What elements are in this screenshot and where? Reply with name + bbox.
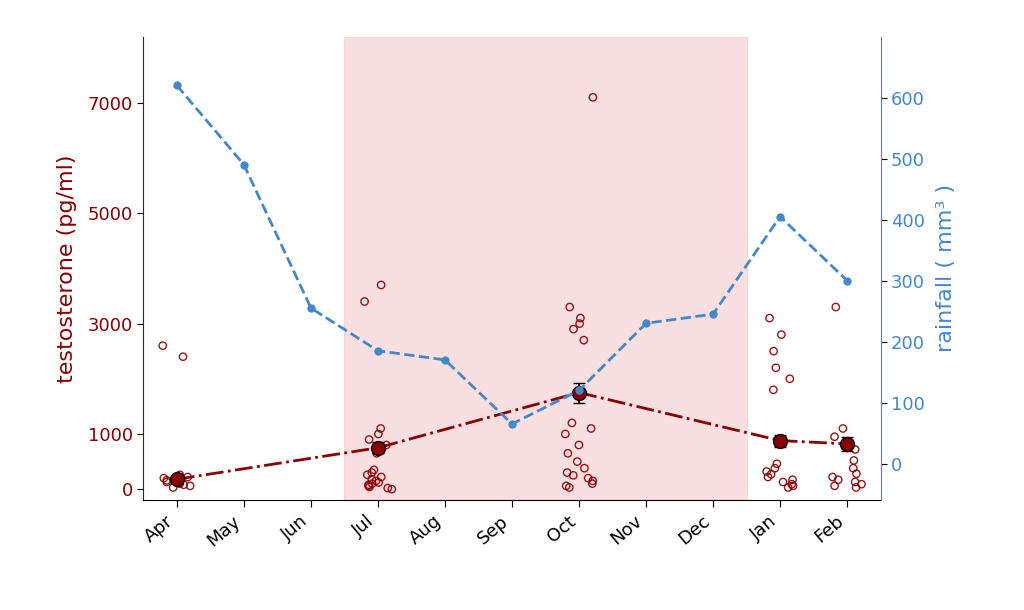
Point bbox=[373, 423, 389, 433]
Point bbox=[360, 434, 377, 444]
Point bbox=[371, 478, 387, 487]
Bar bbox=[344, 37, 746, 500]
Point bbox=[847, 477, 863, 487]
Point bbox=[824, 472, 841, 482]
Point bbox=[775, 477, 792, 487]
Point bbox=[845, 464, 861, 473]
Point bbox=[767, 464, 783, 473]
Point bbox=[577, 464, 593, 473]
Point bbox=[761, 313, 777, 323]
Point bbox=[830, 475, 847, 485]
Point bbox=[826, 481, 843, 490]
Point bbox=[175, 480, 191, 490]
Point bbox=[847, 445, 863, 454]
Y-axis label: testosterone (pg/ml): testosterone (pg/ml) bbox=[56, 154, 77, 382]
Point bbox=[561, 302, 578, 312]
Point bbox=[583, 423, 599, 433]
Point bbox=[179, 472, 196, 482]
Point bbox=[580, 473, 596, 483]
Point bbox=[571, 318, 588, 328]
Point bbox=[569, 457, 586, 467]
Point bbox=[559, 468, 575, 478]
Point bbox=[165, 483, 181, 492]
Point bbox=[361, 482, 378, 492]
Point bbox=[584, 479, 600, 489]
Point bbox=[373, 280, 389, 290]
Point bbox=[360, 480, 377, 490]
Point bbox=[172, 470, 188, 479]
Point bbox=[585, 476, 601, 486]
Point bbox=[366, 465, 382, 475]
Point bbox=[759, 467, 775, 476]
Point bbox=[853, 479, 869, 489]
Point bbox=[558, 481, 574, 490]
Point bbox=[356, 296, 373, 306]
Point bbox=[565, 470, 582, 480]
Point bbox=[368, 476, 384, 486]
Point bbox=[564, 418, 581, 428]
Point bbox=[369, 448, 385, 458]
Point bbox=[378, 440, 394, 450]
Point bbox=[565, 325, 582, 334]
Point bbox=[766, 346, 782, 356]
Point bbox=[763, 469, 779, 479]
Point bbox=[380, 483, 396, 493]
Point bbox=[360, 481, 377, 490]
Point bbox=[585, 93, 601, 102]
Point bbox=[570, 440, 587, 450]
Point bbox=[826, 432, 843, 442]
Point bbox=[371, 429, 387, 439]
Point bbox=[182, 481, 199, 490]
Point bbox=[780, 483, 797, 492]
Point bbox=[575, 336, 592, 345]
Point bbox=[364, 475, 380, 484]
Point bbox=[373, 472, 389, 482]
Y-axis label: rainfall ( mm³ ): rainfall ( mm³ ) bbox=[936, 184, 956, 353]
Point bbox=[364, 479, 380, 489]
Point bbox=[783, 479, 800, 489]
Point bbox=[557, 429, 573, 439]
Point bbox=[155, 341, 171, 351]
Point bbox=[560, 448, 577, 458]
Point bbox=[159, 475, 175, 485]
Point bbox=[769, 459, 785, 468]
Point bbox=[359, 470, 376, 479]
Point bbox=[159, 477, 175, 487]
Point bbox=[846, 456, 862, 465]
Point bbox=[172, 479, 188, 489]
Point bbox=[848, 469, 864, 479]
Point bbox=[561, 483, 578, 492]
Point bbox=[768, 363, 784, 373]
Point bbox=[827, 302, 844, 312]
Point bbox=[760, 472, 776, 482]
Point bbox=[572, 313, 589, 323]
Point bbox=[835, 423, 851, 433]
Point bbox=[364, 468, 380, 478]
Point bbox=[784, 475, 801, 485]
Point bbox=[848, 483, 864, 492]
Point bbox=[384, 484, 400, 494]
Point bbox=[784, 481, 801, 490]
Point bbox=[765, 385, 781, 395]
Point bbox=[773, 330, 790, 340]
Point bbox=[781, 374, 798, 384]
Point bbox=[156, 473, 172, 483]
Point bbox=[175, 352, 191, 362]
